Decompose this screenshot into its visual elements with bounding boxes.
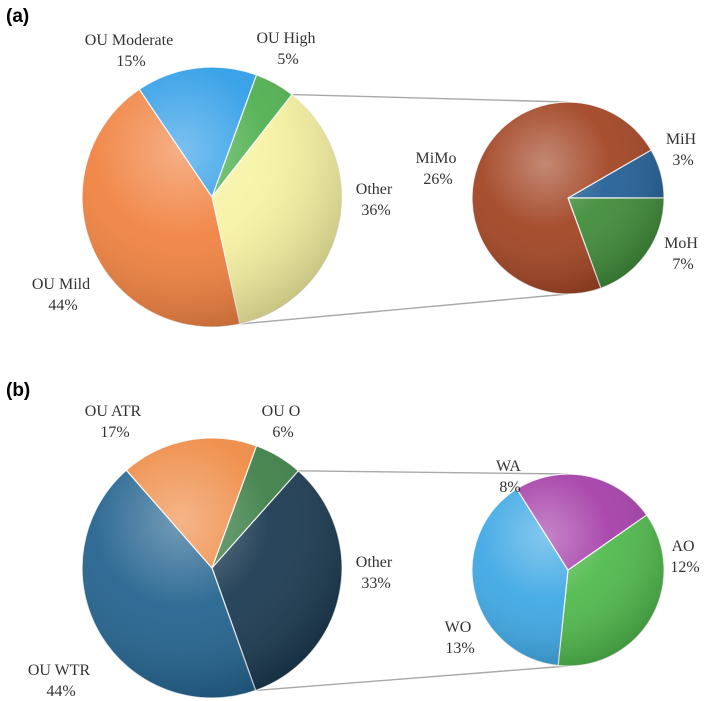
connectors-a <box>239 93 569 325</box>
panel-b-label: (b) <box>6 380 30 401</box>
label-mimo: MiMo <box>416 150 457 167</box>
label-other-b: Other <box>356 554 393 571</box>
label-moh: MoH <box>664 235 698 252</box>
secondary-pie-b <box>471 473 665 667</box>
value-mimo: 26% <box>423 171 452 188</box>
svg-text:Other 33%: Other 33% <box>356 554 396 592</box>
svg-text:OU WTR 44%: OU WTR 44% <box>28 662 94 700</box>
label-ou-o: OU O <box>262 403 301 420</box>
value-wo: 13% <box>445 640 474 657</box>
main-pie-b <box>81 437 343 699</box>
label-ou-mild: OU Mild <box>32 276 90 293</box>
svg-text:AO 12%: AO 12% <box>670 538 699 576</box>
svg-text:OU Mild 44%: OU Mild 44% <box>32 276 94 314</box>
svg-text:WO 13%: WO 13% <box>445 619 476 657</box>
svg-text:MiH 3%: MiH 3% <box>666 131 700 169</box>
labels-a: OU Moderate 15% OU High 5% Other 36% OU … <box>32 30 702 314</box>
main-b-gloss <box>82 438 342 698</box>
label-ao: AO <box>671 538 694 555</box>
secondary-b-gloss <box>472 474 664 666</box>
label-ou-wtr: OU WTR <box>28 662 91 679</box>
panel-a: (a) OU Moderate 15% OU High 5% Other 36%… <box>6 6 702 328</box>
svg-text:OU High 5%: OU High 5% <box>256 30 319 68</box>
label-ou-atr: OU ATR <box>85 403 142 420</box>
svg-text:MoH 7%: MoH 7% <box>664 235 702 273</box>
labels-b: OU ATR 17% OU O 6% Other 33% OU WTR 44% … <box>28 403 700 700</box>
panel-b: (b) OU ATR 17% OU O 6% Other 33% OU WTR … <box>6 380 700 700</box>
value-ou-atr: 17% <box>100 424 129 441</box>
value-mih: 3% <box>672 152 693 169</box>
connectors-b <box>255 470 569 692</box>
label-ou-high: OU High <box>256 30 315 47</box>
label-other-a: Other <box>356 181 393 198</box>
svg-text:MiMo 26%: MiMo 26% <box>416 150 461 188</box>
label-ou-moderate: OU Moderate <box>85 32 173 49</box>
value-ou-mild: 44% <box>48 297 77 314</box>
svg-text:WA 8%: WA 8% <box>496 458 524 496</box>
panel-a-connector-top <box>292 93 569 103</box>
svg-text:OU Moderate 15%: OU Moderate 15% <box>85 32 177 70</box>
panel-a-connector-bottom <box>239 293 569 325</box>
secondary-a-gloss <box>472 102 664 294</box>
panel-b-connector-bottom <box>255 665 569 692</box>
svg-text:OU O 6%: OU O 6% <box>262 403 305 441</box>
svg-text:OU ATR 17%: OU ATR 17% <box>85 403 145 441</box>
value-ou-moderate: 15% <box>116 53 145 70</box>
secondary-pie-a <box>471 101 665 295</box>
value-ou-wtr: 44% <box>46 683 75 700</box>
label-wo: WO <box>445 619 472 636</box>
value-ou-high: 5% <box>277 51 298 68</box>
panel-b-connector-top <box>298 470 569 475</box>
value-moh: 7% <box>672 256 693 273</box>
main-a-gloss <box>82 67 342 327</box>
value-other-b: 33% <box>361 575 390 592</box>
value-other-a: 36% <box>361 202 390 219</box>
panel-a-label: (a) <box>6 6 29 27</box>
value-wa: 8% <box>499 479 520 496</box>
label-mih: MiH <box>666 131 697 148</box>
main-pie-a <box>81 66 343 328</box>
label-wa: WA <box>496 458 521 475</box>
value-ou-o: 6% <box>272 424 293 441</box>
svg-text:Other 36%: Other 36% <box>356 181 396 219</box>
value-ao: 12% <box>670 559 699 576</box>
